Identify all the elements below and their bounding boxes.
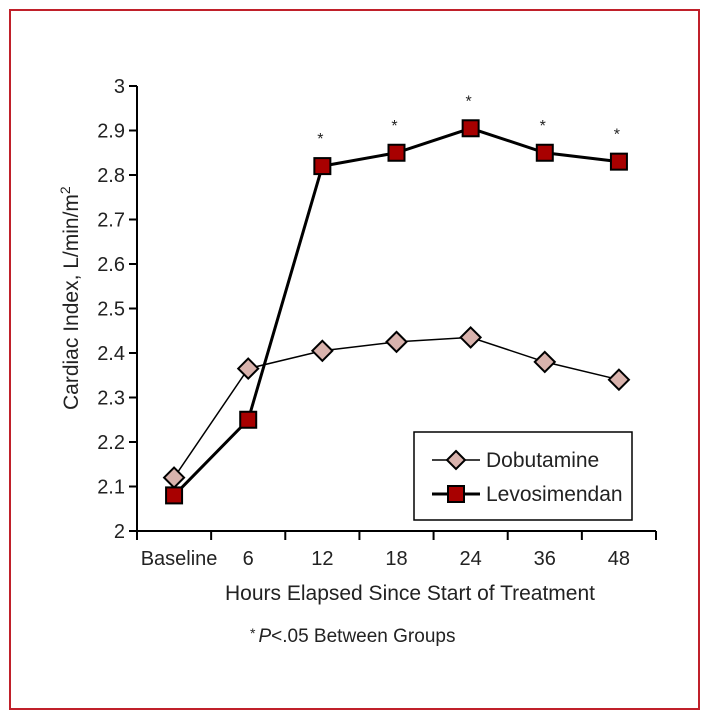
y-tick-label: 2.8	[97, 165, 125, 187]
legend-label-levosimendan: Levosimendan	[486, 483, 623, 506]
data-point-levosimendan	[609, 152, 628, 171]
significance-star: *	[540, 118, 546, 135]
y-tick-label: 2.3	[97, 388, 125, 410]
x-tick-label: 18	[385, 548, 407, 570]
data-point-dobutamine	[162, 466, 186, 490]
data-point-dobutamine	[533, 350, 557, 374]
legend: Dobutamine Levosimendan	[413, 431, 633, 521]
y-tick-label: 2.5	[97, 299, 125, 321]
data-point-dobutamine	[236, 357, 260, 380]
legend-label-dobutamine: Dobutamine	[486, 449, 599, 472]
y-tick-label: 2	[114, 521, 125, 543]
y-tick-label: 3	[114, 76, 125, 98]
y-tick-label: 2.4	[97, 343, 125, 365]
data-point-levosimendan	[165, 486, 184, 505]
y-tick-label: 2.9	[97, 121, 125, 143]
data-point-levosimendan	[461, 119, 480, 138]
legend-box	[413, 431, 633, 521]
x-tick-label: 48	[608, 548, 630, 570]
y-tick-label: 2.1	[97, 477, 125, 499]
legend-square-icon	[447, 485, 465, 503]
significance-star: *	[391, 118, 397, 135]
x-tick-label: 36	[534, 548, 556, 570]
y-tick-label: 2.2	[97, 432, 125, 454]
x-axis-label: Hours Elapsed Since Start of Treatment	[225, 582, 595, 605]
x-tick-label: 6	[243, 548, 254, 570]
x-tick-label: Baseline	[141, 548, 218, 570]
data-point-dobutamine	[459, 326, 483, 349]
significance-star: *	[614, 127, 620, 144]
significance-star: *	[317, 131, 323, 148]
y-tick-label: 2.6	[97, 254, 125, 276]
y-tick-label: 2.7	[97, 210, 125, 232]
y-axis-label: Cardiac Index, L/min/m2	[57, 186, 83, 410]
legend-diamond-icon	[445, 449, 467, 471]
data-point-levosimendan	[239, 410, 258, 429]
footnote: * P<.05 Between Groups	[250, 625, 455, 647]
x-tick-label: 24	[460, 548, 482, 570]
data-point-levosimendan	[387, 143, 406, 162]
figure-frame	[9, 9, 700, 710]
data-point-levosimendan	[313, 157, 332, 176]
data-point-dobutamine	[310, 339, 334, 363]
x-tick-label: 12	[311, 548, 333, 570]
data-point-levosimendan	[535, 143, 554, 162]
data-point-dobutamine	[607, 368, 631, 392]
data-point-dobutamine	[385, 330, 408, 354]
significance-star: *	[466, 93, 472, 110]
